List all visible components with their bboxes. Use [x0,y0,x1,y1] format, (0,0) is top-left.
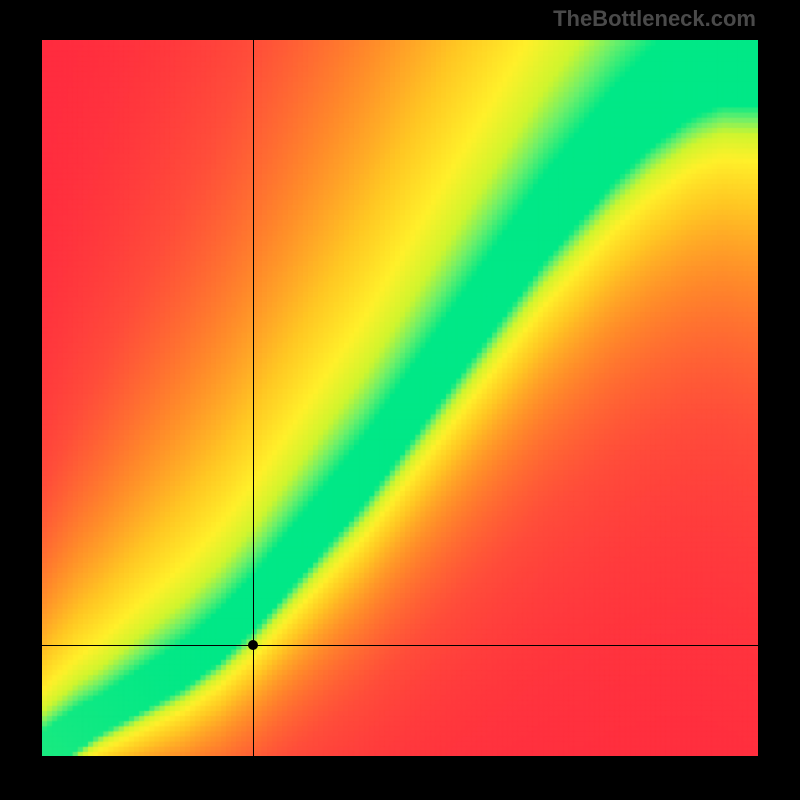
heatmap-canvas [42,40,758,756]
crosshair-marker [248,640,258,650]
watermark-text: TheBottleneck.com [553,6,756,32]
crosshair-horizontal [42,645,758,646]
heatmap-plot [42,40,758,756]
